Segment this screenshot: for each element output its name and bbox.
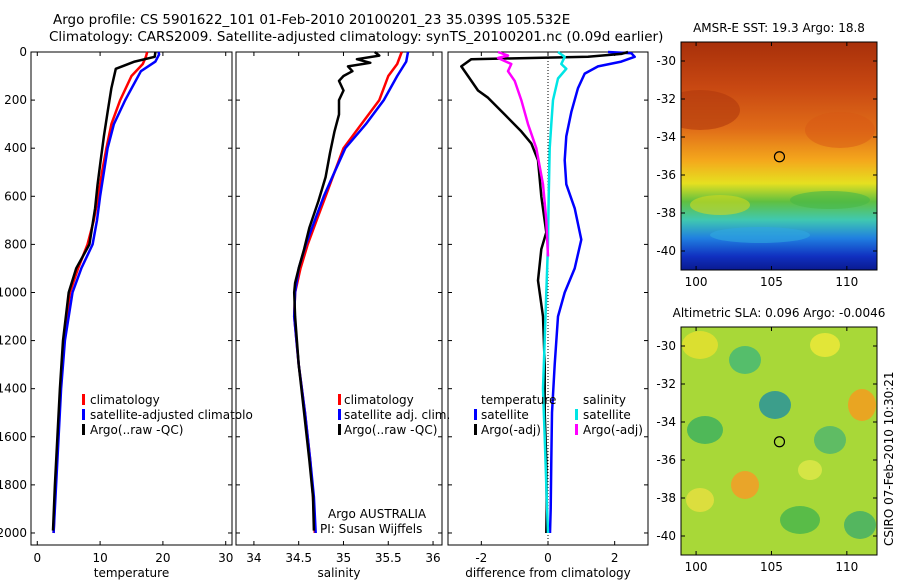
y-tick-label: 600 <box>4 189 27 203</box>
x-tick-label: 30 <box>218 551 233 565</box>
x-tick-label: 35.5 <box>375 551 402 565</box>
plot-frame <box>235 51 443 546</box>
legend-label-temp-argo: Argo(-adj) <box>481 423 541 437</box>
map-frame <box>680 326 878 556</box>
salinity-legend: climatology satellite adj. clim. Argo(..… <box>320 393 450 536</box>
annotation-argo-australia: Argo AUSTRALIA <box>328 507 427 521</box>
map-y-tick-label: -38 <box>656 206 676 220</box>
y-tick-label: 1200 <box>0 334 27 348</box>
map-y-tick-label: -32 <box>656 377 676 391</box>
series-line-argo <box>292 51 381 531</box>
legend-swatch-climatology <box>338 394 341 405</box>
plot-frame <box>30 51 233 546</box>
x-tick-label: 20 <box>155 551 170 565</box>
argo-location-marker <box>773 151 786 163</box>
legend-label-argo: Argo(..raw -QC) <box>344 423 437 437</box>
salinity-panel: 34 34.5 35 35.5 36 salinity <box>235 51 443 580</box>
map-x-tick-label: 100 <box>685 560 708 574</box>
map-y-tick-label: -36 <box>656 453 676 467</box>
series-line-salinity-satellite <box>541 50 568 534</box>
map-y-tick-label: -38 <box>656 491 676 505</box>
legend-label-satellite: satellite-adjusted climatolo <box>90 408 253 422</box>
sla-map-title: Altimetric SLA: 0.096 Argo: -0.0046 <box>673 306 886 320</box>
legend-swatch-temp-satellite <box>474 409 477 420</box>
legend-swatch-argo <box>82 424 85 435</box>
legend-label-sal-satellite: satellite <box>583 408 631 422</box>
legend-title-salinity: salinity <box>583 393 626 407</box>
x-tick-label: 10 <box>92 551 107 565</box>
y-tick-label: 800 <box>4 237 27 251</box>
figure-title-line2: Climatology: CARS2009. Satellite-adjuste… <box>49 29 664 45</box>
legend-swatch-temp-argo <box>474 424 477 435</box>
map-x-tick-label: 105 <box>760 275 783 289</box>
series-line-salinity-argo-adj- <box>496 50 550 257</box>
y-tick-label: 400 <box>4 141 27 155</box>
y-tick-label: 2000 <box>0 526 27 540</box>
x-tick-label: 0 <box>33 551 41 565</box>
map-x-tick-label: 100 <box>685 275 708 289</box>
map-y-tick-label: -34 <box>656 130 676 144</box>
temperature-legend: climatology satellite-adjusted climatolo… <box>82 393 253 437</box>
figure-title-line1: Argo profile: CS 5901622_101 01-Feb-2010… <box>53 12 571 28</box>
map-x-tick-label: 110 <box>835 275 858 289</box>
map-x-tick-label: 110 <box>835 560 858 574</box>
series-line-temperature-satellite <box>548 50 636 534</box>
sst-map-title: AMSR-E SST: 19.3 Argo: 18.8 <box>693 21 865 35</box>
x-tick-label: 2 <box>611 551 619 565</box>
map-x-tick-label: 105 <box>760 560 783 574</box>
x-tick-label: 34 <box>246 551 261 565</box>
legend-swatch-argo <box>338 424 341 435</box>
sla-map-axes: 100 105 110 -30 -32 -34 -36 -38 -40 <box>656 326 878 574</box>
legend-label-climatology: climatology <box>344 393 414 407</box>
x-tick-label: 36 <box>425 551 440 565</box>
sla-heatmap <box>681 327 877 555</box>
map-frame <box>680 41 878 271</box>
legend-label-temp-satellite: satellite <box>481 408 529 422</box>
legend-label-satellite: satellite adj. clim. <box>344 408 450 422</box>
map-y-tick-label: -30 <box>656 54 676 68</box>
y-tick-label: 1600 <box>0 430 27 444</box>
legend-swatch-climatology <box>82 394 85 405</box>
legend-swatch-sal-satellite <box>575 409 578 420</box>
legend-label-climatology: climatology <box>90 393 160 407</box>
map-y-tick-label: -34 <box>656 415 676 429</box>
x-tick-label: 0 <box>544 551 552 565</box>
map-y-tick-label: -40 <box>656 529 676 543</box>
map-y-tick-label: -32 <box>656 92 676 106</box>
x-tick-label: 34.5 <box>285 551 312 565</box>
annotation-pi-name: PI: Susan Wijffels <box>320 522 422 536</box>
y-tick-label: 1000 <box>0 285 27 299</box>
series-line-argo <box>51 51 157 531</box>
legend-swatch-satellite <box>82 409 85 420</box>
map-y-tick-label: -40 <box>656 244 676 258</box>
legend-label-argo: Argo(..raw -QC) <box>90 423 183 437</box>
sst-map-axes: 100 105 110 -30 -32 -34 -36 -38 -40 <box>656 41 878 289</box>
legend-swatch-satellite <box>338 409 341 420</box>
y-tick-label: 1800 <box>0 478 27 492</box>
legend-label-sal-argo: Argo(-adj) <box>583 423 643 437</box>
x-axis-label: difference from climatology <box>465 566 631 580</box>
x-tick-label: 35 <box>336 551 351 565</box>
temperature-panel: 0 10 20 30 0 200 400 600 800 1000 1200 1400 1600 1800… <box>0 45 233 580</box>
argo-location-marker <box>773 436 786 448</box>
x-axis-label: salinity <box>317 566 360 580</box>
map-y-tick-label: -30 <box>656 339 676 353</box>
legend-title-temperature: temperature <box>481 393 556 407</box>
map-y-tick-label: -36 <box>656 168 676 182</box>
y-tick-label: 200 <box>4 93 27 107</box>
sst-heatmap <box>681 42 877 270</box>
csiro-timestamp: CSIRO 07-Feb-2010 10:30:21 <box>882 371 896 546</box>
x-axis-label: temperature <box>94 566 169 580</box>
series-line-temperature-argo-adj- <box>460 50 629 534</box>
y-tick-label: 1400 <box>0 382 27 396</box>
difference-legend: temperature salinity satellite Argo(-adj… <box>474 393 643 437</box>
y-tick-label: 0 <box>19 45 27 59</box>
x-tick-label: -2 <box>475 551 487 565</box>
legend-swatch-sal-argo <box>575 424 578 435</box>
